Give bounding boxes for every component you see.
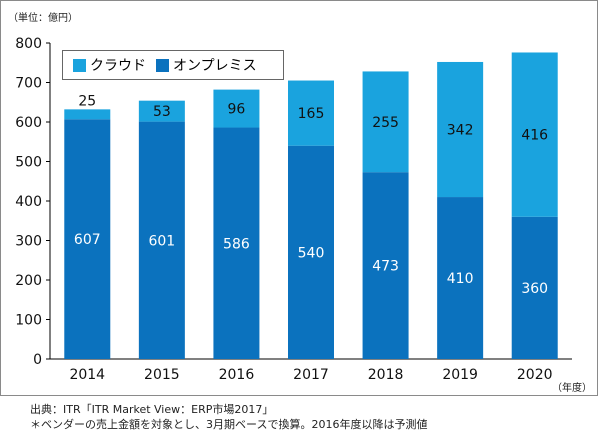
bar-cloud-2016 — [213, 89, 260, 128]
data-label-cloud-2015: 53 — [153, 104, 171, 120]
y-tick-label: 0 — [33, 352, 42, 368]
bar-onprem-2016 — [213, 127, 260, 359]
x-tick-label: 2020 — [517, 367, 553, 383]
y-tick-label: 300 — [15, 234, 42, 250]
data-label-cloud-2017: 165 — [298, 106, 325, 122]
x-tick-label: 2018 — [368, 367, 404, 383]
bar-cloud-2019 — [437, 61, 484, 198]
bar-cloud-2020 — [511, 52, 558, 217]
data-label-onprem-2016: 586 — [223, 236, 250, 252]
bar-onprem-2020 — [511, 216, 558, 359]
bar-cloud-2015 — [138, 100, 185, 122]
x-tick-label: 2016 — [219, 367, 255, 383]
data-label-onprem-2015: 601 — [148, 233, 175, 249]
legend: クラウド オンプレミス — [62, 50, 284, 80]
data-label-cloud-2014: 25 — [78, 93, 96, 109]
data-label-cloud-2018: 255 — [372, 115, 399, 131]
legend-label-cloud: クラウド — [90, 58, 146, 74]
year-unit-label: （年度） — [552, 383, 592, 394]
bar-cloud-2014 — [64, 109, 111, 120]
y-tick-label: 400 — [15, 194, 42, 210]
data-label-onprem-2020: 360 — [521, 281, 548, 297]
y-tick-label: 500 — [15, 155, 42, 171]
data-label-onprem-2017: 540 — [298, 245, 325, 261]
bar-cloud-2017 — [288, 80, 334, 146]
data-label-cloud-2019: 342 — [447, 123, 474, 139]
legend-item-onprem: オンプレミス — [156, 55, 257, 75]
bar-onprem-2019 — [437, 197, 484, 359]
x-tick-label: 2017 — [293, 367, 329, 383]
y-tick-label: 100 — [15, 313, 42, 329]
data-label-onprem-2019: 410 — [447, 271, 474, 287]
bar-onprem-2018 — [362, 172, 409, 359]
source-text: 出典：ITR「ITR Market View：ERP市場2017」 — [30, 403, 274, 416]
stacked-bar-chart: 0 100 200 300 400 500 600 700 800 2014 607 25 2015 60… — [15, 36, 572, 383]
bar-cloud-2018 — [362, 71, 409, 173]
data-label-cloud-2020: 416 — [521, 128, 548, 144]
note-text: ＊ベンダーの売上金額を対象とし、3月期ベースで換算。2016年度以降は予測値 — [30, 418, 428, 431]
y-tick-label: 200 — [15, 273, 42, 289]
legend-swatch-onprem — [156, 58, 169, 72]
unit-label: （単位：億円） — [8, 13, 78, 24]
bar-onprem-2017 — [288, 145, 334, 359]
legend-swatch-cloud — [73, 58, 86, 72]
x-tick-label: 2015 — [144, 367, 180, 383]
y-tick-label: 600 — [15, 115, 42, 131]
legend-label-onprem: オンプレミス — [173, 58, 257, 74]
legend-item-cloud: クラウド — [73, 55, 146, 75]
data-label-onprem-2018: 473 — [372, 259, 399, 275]
x-tick-label: 2014 — [69, 367, 105, 383]
bar-onprem-2015 — [138, 121, 185, 359]
bar-onprem-2014 — [64, 119, 111, 359]
data-label-onprem-2014: 607 — [74, 232, 101, 248]
y-tick-label: 800 — [15, 36, 42, 52]
y-tick-label: 700 — [15, 76, 42, 92]
data-label-cloud-2016: 96 — [228, 102, 246, 118]
x-tick-label: 2019 — [442, 367, 478, 383]
